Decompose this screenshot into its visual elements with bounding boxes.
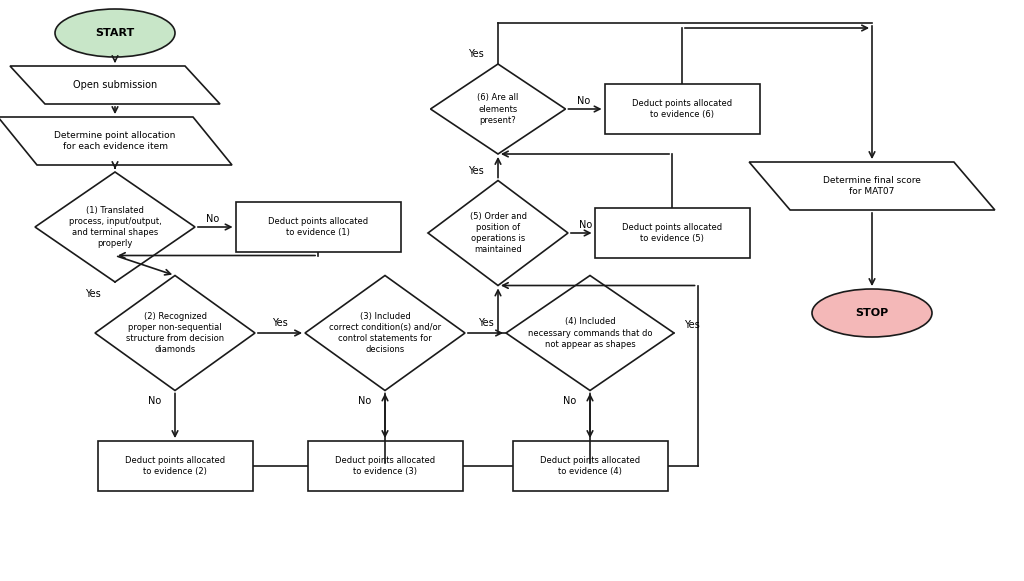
Text: Deduct points allocated
to evidence (2): Deduct points allocated to evidence (2) xyxy=(125,456,225,476)
Text: No: No xyxy=(577,96,590,106)
Polygon shape xyxy=(305,275,465,390)
Polygon shape xyxy=(35,172,195,282)
Text: (2) Recognized
proper non-sequential
structure from decision
diamonds: (2) Recognized proper non-sequential str… xyxy=(126,312,224,354)
Bar xyxy=(236,202,400,252)
Polygon shape xyxy=(430,64,565,154)
Text: Determine final score
for MAT07: Determine final score for MAT07 xyxy=(823,176,921,196)
Bar xyxy=(307,441,463,491)
Text: Open submission: Open submission xyxy=(73,80,157,90)
Text: Yes: Yes xyxy=(477,318,494,328)
Text: (3) Included
correct condition(s) and/or
control statements for
decisions: (3) Included correct condition(s) and/or… xyxy=(329,312,441,354)
Bar xyxy=(595,208,750,258)
Text: Deduct points allocated
to evidence (4): Deduct points allocated to evidence (4) xyxy=(540,456,640,476)
Text: (6) Are all
elements
present?: (6) Are all elements present? xyxy=(477,94,519,124)
Polygon shape xyxy=(506,275,674,390)
Text: Yes: Yes xyxy=(272,318,288,328)
Text: (5) Order and
position of
operations is
maintained: (5) Order and position of operations is … xyxy=(469,212,526,254)
Polygon shape xyxy=(0,117,232,165)
Text: Deduct points allocated
to evidence (3): Deduct points allocated to evidence (3) xyxy=(335,456,435,476)
Text: Yes: Yes xyxy=(684,320,699,330)
Text: Yes: Yes xyxy=(85,289,101,299)
Text: Deduct points allocated
to evidence (6): Deduct points allocated to evidence (6) xyxy=(632,99,732,119)
Text: No: No xyxy=(358,396,372,406)
Text: No: No xyxy=(148,396,162,406)
Text: No: No xyxy=(580,220,593,230)
Bar xyxy=(604,84,760,134)
Bar xyxy=(97,441,253,491)
Text: (1) Translated
process, input/output,
and terminal shapes
properly: (1) Translated process, input/output, an… xyxy=(69,206,162,248)
Text: No: No xyxy=(207,214,219,224)
Text: Deduct points allocated
to evidence (5): Deduct points allocated to evidence (5) xyxy=(622,223,722,243)
Polygon shape xyxy=(95,275,255,390)
Text: No: No xyxy=(563,396,577,406)
Text: Yes: Yes xyxy=(468,166,484,175)
Polygon shape xyxy=(750,162,995,210)
Text: STOP: STOP xyxy=(855,308,889,318)
Text: Determine point allocation
for each evidence item: Determine point allocation for each evid… xyxy=(54,131,176,151)
Text: START: START xyxy=(95,28,134,38)
Polygon shape xyxy=(428,181,568,285)
Ellipse shape xyxy=(55,9,175,57)
Text: Deduct points allocated
to evidence (1): Deduct points allocated to evidence (1) xyxy=(268,217,368,237)
Text: (4) Included
necessary commands that do
not appear as shapes: (4) Included necessary commands that do … xyxy=(527,317,652,349)
Text: Yes: Yes xyxy=(468,49,484,59)
Ellipse shape xyxy=(812,289,932,337)
Bar xyxy=(512,441,668,491)
Polygon shape xyxy=(10,66,220,104)
